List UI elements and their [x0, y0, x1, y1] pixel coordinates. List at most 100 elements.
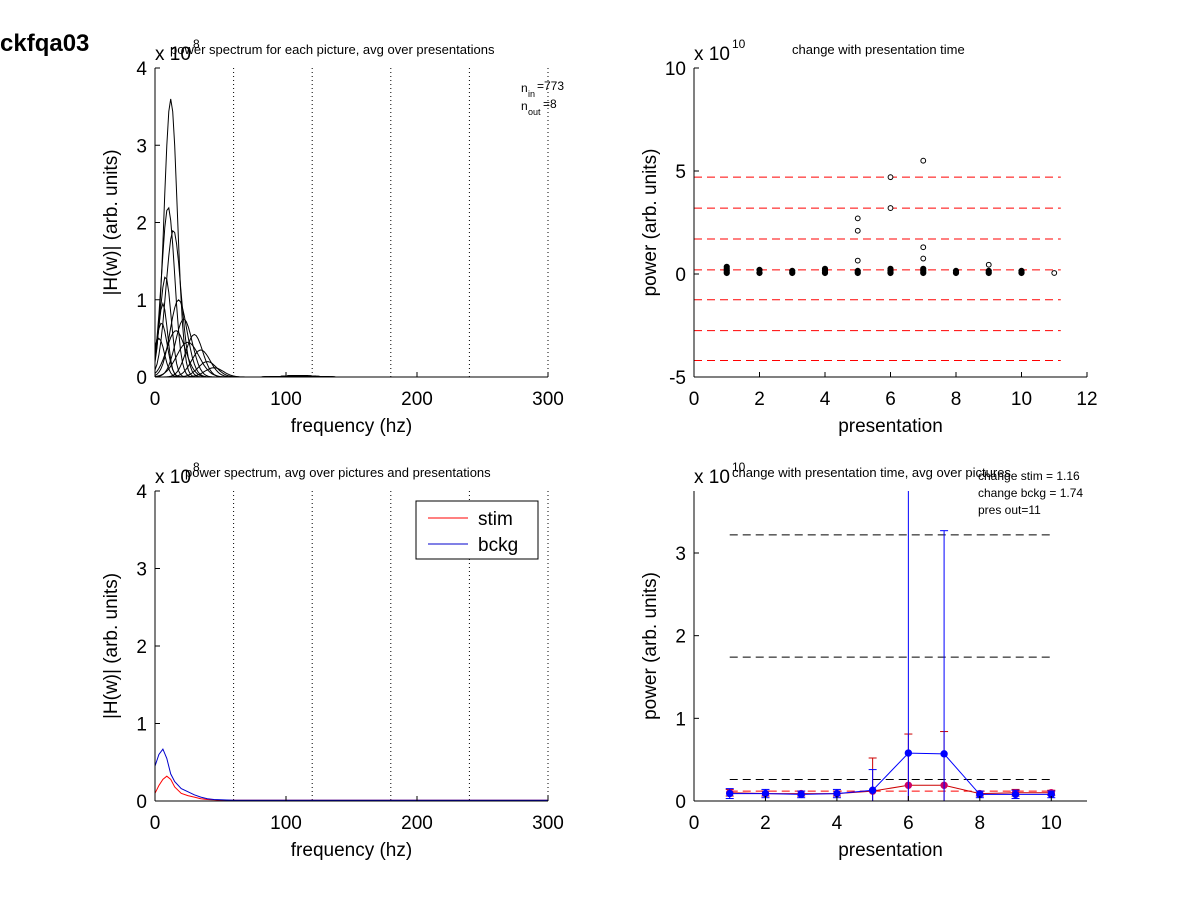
p0-spectrum-line: [154, 341, 548, 378]
p0-spectrum-line: [154, 301, 548, 378]
p0-spectrum-line: [154, 318, 548, 378]
p1-y-tick-label: 0: [675, 265, 686, 286]
p1-x-tick-label: 4: [820, 389, 831, 410]
p0-title: power spectrum for each picture, avg ove…: [170, 42, 495, 57]
p0-spectrum-line: [154, 330, 548, 378]
p2-legend-label-stim: stim: [478, 509, 513, 530]
p3-y-tick-label: 1: [675, 709, 686, 730]
p3-marker-bckg: [1011, 790, 1020, 799]
p2-y-tick-label: 0: [136, 792, 147, 813]
p2-y-tick-label: 4: [136, 482, 147, 503]
p1-x-tick-label: 12: [1076, 389, 1097, 410]
p3-x-axis-label: presentation: [838, 840, 943, 861]
p0-n-in-label: n: [521, 81, 528, 95]
p3-x-tick-label: 2: [760, 813, 771, 834]
p1-point-filled: [789, 267, 796, 275]
p1-y-tick-label: -5: [669, 368, 686, 389]
p2-series-stim: [154, 775, 548, 801]
p1-point-filled: [854, 267, 861, 275]
p2-x-axis-label: frequency (hz): [291, 840, 412, 861]
p2-x-tick-label: 200: [401, 813, 433, 834]
p2-title: power spectrum, avg over pictures and pr…: [185, 465, 491, 480]
p3-y-axis-label: power (arb. units): [640, 572, 661, 720]
p1-point-filled: [920, 265, 927, 272]
p0-spectrum-line: [154, 322, 548, 378]
p0-n-out-value: =8: [543, 97, 557, 111]
p0-x-tick-label: 100: [270, 389, 302, 410]
p3-x-tick-label: 10: [1041, 813, 1062, 834]
p0-spectrum-line: [154, 337, 548, 378]
p1-point-filled: [756, 266, 763, 273]
p3-marker-bckg: [797, 790, 805, 799]
p3-title: change with presentation time, avg over …: [732, 465, 1011, 480]
p1-x-tick-label: 6: [885, 389, 896, 410]
p0-spectrum-line: [154, 229, 548, 378]
p1-exponent-label: x 10: [694, 44, 730, 65]
p1-y-tick-label: 10: [665, 59, 686, 80]
p3-x-tick-label: 6: [903, 813, 914, 834]
p0-n-in-sub: in: [528, 89, 535, 99]
p3-y-tick-label: 2: [675, 627, 686, 648]
p3-marker-bckg: [868, 786, 877, 794]
p0-exponent-power: 8: [193, 37, 200, 51]
p0-exponent-label: x 10: [155, 44, 191, 65]
p1-point-open: [920, 244, 927, 251]
p0-x-tick-label: 0: [150, 389, 161, 410]
p1-x-tick-label: 8: [951, 389, 962, 410]
p3-y-tick-label: 3: [675, 544, 686, 565]
p0-spectrum-line: [155, 367, 548, 378]
p3-annotation: change stim = 1.16: [978, 469, 1080, 483]
p0-y-tick-label: 0: [136, 368, 147, 389]
p2-legend-label-bckg: bckg: [478, 535, 518, 556]
p2-legend-box: [415, 500, 539, 560]
p1-point-open: [920, 255, 927, 262]
p0-spectrum-line: [155, 333, 548, 378]
p1-point-filled: [952, 267, 960, 275]
p2-y-axis-label: |H(w)| (arb. units): [101, 573, 122, 719]
p1-x-axis-label: presentation: [838, 416, 943, 437]
p0-y-tick-label: 2: [136, 214, 147, 235]
p3-x-tick-label: 0: [689, 813, 700, 834]
p1-point-open: [985, 261, 992, 268]
p0-y-tick-label: 4: [136, 59, 147, 80]
p0-n-out-sub: out: [528, 107, 541, 117]
p0-spectrum-line: [154, 98, 548, 378]
p1-point-open: [1051, 270, 1058, 276]
p2-x-tick-label: 0: [150, 813, 161, 834]
p3-exponent-power: 10: [732, 460, 746, 474]
p1-x-tick-label: 2: [754, 389, 765, 410]
p2-x-tick-label: 300: [532, 813, 564, 834]
p0-x-axis-label: frequency (hz): [291, 416, 412, 437]
p2-exponent-label: x 10: [155, 467, 191, 488]
p0-x-tick-label: 300: [532, 389, 564, 410]
p1-point-filled: [723, 263, 730, 270]
p3-y-tick-label: 0: [675, 792, 686, 813]
p1-y-tick-label: 5: [675, 162, 686, 183]
p1-point-open: [854, 227, 861, 234]
p1-point-open: [887, 174, 894, 181]
p3-marker-bckg: [833, 789, 841, 798]
p3-marker-bckg: [726, 789, 734, 798]
p1-point-open: [920, 157, 927, 164]
p1-x-tick-label: 0: [689, 389, 700, 410]
p2-exponent-power: 8: [193, 460, 200, 474]
p0-x-tick-label: 200: [401, 389, 433, 410]
p1-point-filled: [821, 265, 829, 272]
p0-spectrum-line: [154, 276, 548, 378]
p1-title: change with presentation time: [792, 42, 965, 57]
p3-x-tick-label: 8: [975, 813, 986, 834]
p1-point-open: [854, 215, 861, 222]
p1-point-open: [887, 205, 894, 211]
p2-series-bckg: [154, 748, 548, 801]
p0-y-axis-label: |H(w)| (arb. units): [101, 149, 122, 295]
p1-y-axis-label: power (arb. units): [640, 149, 661, 297]
p2-y-tick-label: 2: [136, 637, 147, 658]
p3-x-tick-label: 4: [832, 813, 843, 834]
p1-point-filled: [887, 265, 894, 272]
p3-series-stim: [729, 784, 1052, 795]
p3-annotation: change bckg = 1.74: [978, 486, 1083, 500]
p3-annotation: pres out=11: [978, 503, 1041, 517]
p2-y-tick-label: 3: [136, 560, 147, 581]
p2-y-tick-label: 1: [136, 715, 147, 736]
